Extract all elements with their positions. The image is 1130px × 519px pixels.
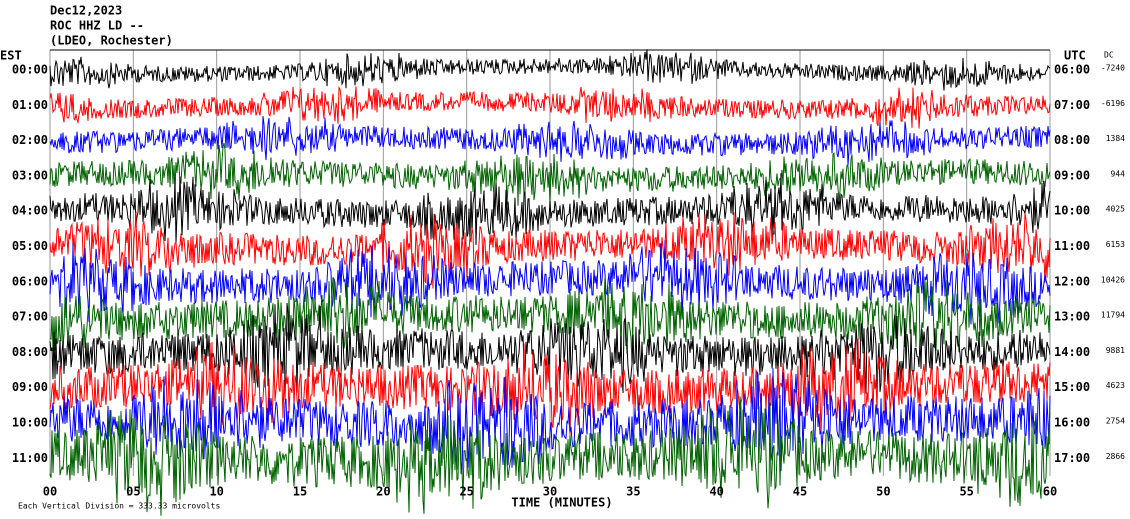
- utc-label: 13:00: [1054, 310, 1090, 324]
- trace: [49, 338, 1051, 435]
- est-label: 01:00: [12, 98, 48, 112]
- est-label: 08:00: [12, 345, 48, 359]
- x-tick-label: 15: [293, 485, 307, 499]
- dc-value: 6153: [1106, 240, 1125, 249]
- trace: [49, 173, 1051, 245]
- traces: [49, 49, 1051, 516]
- dc-value: 10426: [1101, 275, 1125, 284]
- title-line: (LDEO, Rochester): [50, 34, 173, 48]
- dc-value: 2866: [1106, 452, 1125, 461]
- est-label: 07:00: [12, 310, 48, 324]
- x-axis-label: TIME (MINUTES): [511, 496, 612, 510]
- utc-label: 09:00: [1054, 168, 1090, 182]
- utc-label: 06:00: [1054, 63, 1090, 77]
- right-axis-title: UTC: [1064, 49, 1086, 63]
- title-line: ROC HHZ LD --: [50, 19, 144, 33]
- x-tick-label: 25: [459, 485, 473, 499]
- x-tick-label: 50: [876, 485, 890, 499]
- utc-label: 12:00: [1054, 274, 1090, 288]
- footer: Each Vertical Division = 333.33 microvol…: [18, 502, 220, 511]
- dc-value: 4025: [1106, 205, 1125, 214]
- x-tick-label: 00: [43, 485, 57, 499]
- dc-value: 9881: [1106, 346, 1125, 355]
- x-tick-label: 45: [793, 485, 807, 499]
- utc-label: 07:00: [1054, 98, 1090, 112]
- trace: [49, 368, 1051, 475]
- est-label: 05:00: [12, 239, 48, 253]
- x-tick-label: 05: [126, 485, 140, 499]
- trace: [49, 302, 1051, 394]
- dc-value: 944: [1111, 169, 1126, 178]
- left-axis-title: EST: [0, 49, 22, 63]
- est-label: 00:00: [12, 63, 48, 77]
- trace: [49, 86, 1051, 129]
- dc-value: -7240: [1101, 64, 1125, 73]
- dc-value: 1384: [1106, 134, 1125, 143]
- x-tick-label: 20: [376, 485, 390, 499]
- est-label: 02:00: [12, 133, 48, 147]
- x-tick-label: 30: [543, 485, 557, 499]
- x-tick-label: 55: [959, 485, 973, 499]
- trace: [49, 211, 1051, 289]
- trace: [49, 396, 1051, 516]
- est-label: 04:00: [12, 204, 48, 218]
- x-tick-label: 10: [209, 485, 223, 499]
- dc-value: 11794: [1101, 311, 1125, 320]
- est-label: 09:00: [12, 380, 48, 394]
- dc-value: -6196: [1101, 99, 1125, 108]
- title-line: Dec12,2023: [50, 4, 122, 18]
- dc-value: 2754: [1106, 417, 1125, 426]
- trace: [49, 116, 1051, 166]
- trace: [49, 277, 1051, 364]
- x-tick-label: 35: [626, 485, 640, 499]
- utc-label: 17:00: [1054, 451, 1090, 465]
- labels: Dec12,2023 ROC HHZ LD -- (LDEO, Rocheste…: [0, 4, 1125, 511]
- utc-label: 14:00: [1054, 345, 1090, 359]
- utc-label: 11:00: [1054, 239, 1090, 253]
- dc-value: 4623: [1106, 381, 1125, 390]
- est-label: 03:00: [12, 168, 48, 182]
- est-label: 11:00: [12, 451, 48, 465]
- utc-label: 08:00: [1054, 133, 1090, 147]
- trace: [49, 49, 1051, 91]
- est-label: 10:00: [12, 416, 48, 430]
- x-tick-label: 40: [709, 485, 723, 499]
- dc-title: DC: [1104, 51, 1114, 60]
- x-tick-label: 60: [1043, 485, 1057, 499]
- utc-label: 10:00: [1054, 204, 1090, 218]
- utc-label: 16:00: [1054, 416, 1090, 430]
- est-label: 06:00: [12, 274, 48, 288]
- utc-label: 15:00: [1054, 380, 1090, 394]
- trace: [49, 240, 1051, 325]
